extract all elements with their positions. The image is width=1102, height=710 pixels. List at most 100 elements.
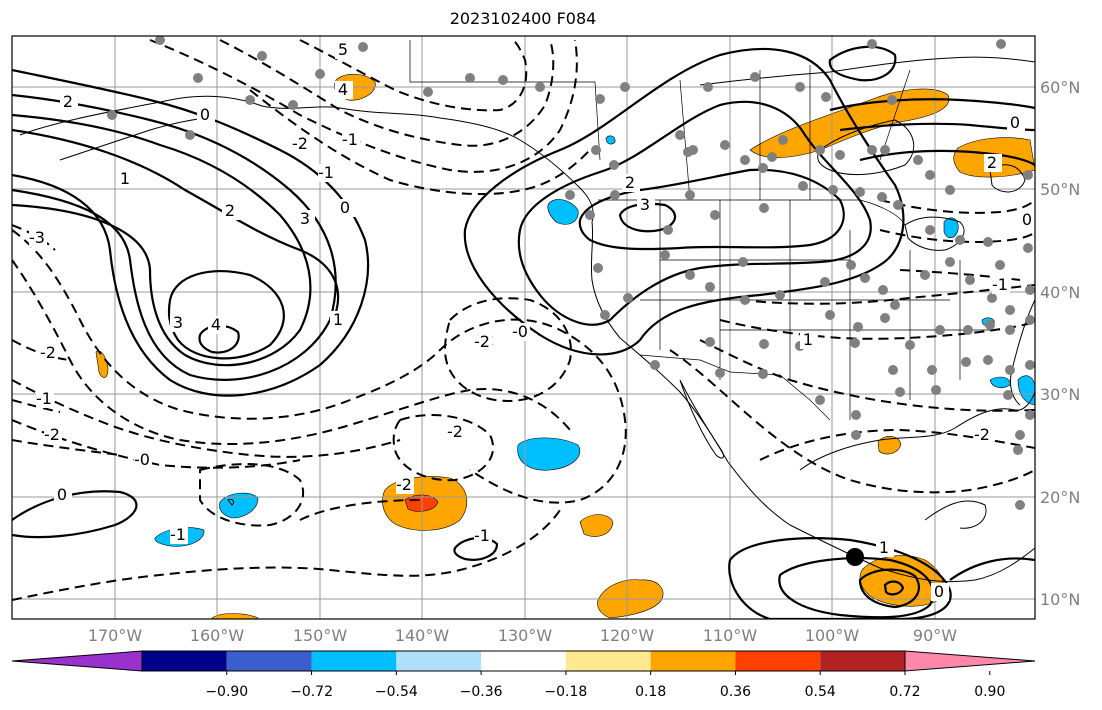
contour-label-bg bbox=[474, 527, 492, 545]
station-dot bbox=[715, 368, 725, 378]
contour-label: 0 bbox=[1022, 210, 1032, 229]
station-dot bbox=[853, 322, 863, 332]
contour-label-bg bbox=[474, 333, 492, 351]
lon-label: 110°W bbox=[703, 626, 758, 645]
contour-na-ridge-2 bbox=[517, 100, 872, 326]
lon-label: 100°W bbox=[805, 626, 860, 645]
contour-label: -2 bbox=[474, 332, 490, 351]
baja bbox=[679, 379, 724, 459]
lat-label: 50°N bbox=[1040, 180, 1080, 199]
contour-west-ridge-3 bbox=[12, 113, 312, 367]
contour-label-bg bbox=[974, 426, 992, 444]
station-dot bbox=[193, 73, 203, 83]
contour-na-ridge-outer bbox=[463, 47, 905, 356]
blue-shade-east-3 bbox=[943, 217, 959, 239]
station-dot bbox=[358, 42, 368, 52]
station-dot bbox=[767, 152, 777, 162]
lat-label: 10°N bbox=[1040, 590, 1080, 609]
contour-label: -1 bbox=[36, 389, 52, 408]
station-dot bbox=[775, 290, 785, 300]
contour-label-bg bbox=[992, 276, 1010, 294]
contour-na-east bbox=[829, 98, 1035, 112]
station-dot bbox=[703, 82, 713, 92]
contour-label: 0 bbox=[934, 582, 944, 601]
station-dot bbox=[1025, 360, 1035, 370]
colorbar-extend-high bbox=[904, 650, 1036, 672]
contour-label-bg bbox=[170, 314, 188, 332]
colorbar-extend-low bbox=[11, 650, 143, 672]
contour-label: 1 bbox=[333, 310, 343, 329]
station-dot bbox=[600, 310, 610, 320]
contour-na-ridge-inner bbox=[618, 202, 676, 233]
us-mexico-border bbox=[639, 354, 831, 421]
colorbar-tick-label: −0.54 bbox=[375, 684, 418, 700]
station-dot bbox=[828, 185, 838, 195]
colorbar-outline bbox=[141, 650, 906, 672]
contour-label-bg bbox=[222, 202, 240, 220]
contour-label: -1 bbox=[342, 130, 358, 149]
contour-label-bg bbox=[54, 486, 72, 504]
station-dot bbox=[983, 237, 993, 247]
contour-label-bg bbox=[447, 423, 465, 441]
dash-pacific-6 bbox=[392, 414, 495, 482]
colorbar: −0.90 −0.72 −0.54 −0.36 −0.18 0.18 0.36 0.54 0.7… bbox=[11, 650, 1036, 700]
gulf-coast bbox=[799, 391, 1035, 471]
station-dot bbox=[795, 82, 805, 92]
lon-label: 160°W bbox=[190, 626, 245, 645]
contour-label: -2 bbox=[447, 422, 463, 441]
station-dot bbox=[855, 187, 865, 197]
station-dot bbox=[663, 225, 673, 235]
station-dot bbox=[593, 263, 603, 273]
contour-mexico-high-4 bbox=[949, 557, 1035, 581]
newfoundland bbox=[989, 164, 1026, 193]
station-dot bbox=[688, 145, 698, 155]
dash-west-1 bbox=[12, 339, 71, 361]
station-dot bbox=[825, 310, 835, 320]
contour-west-ridge-outer bbox=[12, 68, 370, 397]
contour-label-bg bbox=[292, 135, 310, 153]
station-dot bbox=[927, 365, 937, 375]
lat-label: 30°N bbox=[1040, 385, 1080, 404]
dash-pacific-1 bbox=[12, 229, 627, 504]
dash-mexico-4 bbox=[739, 284, 1035, 305]
contour-label: -0 bbox=[512, 322, 528, 341]
dash-mexico-2 bbox=[699, 339, 1035, 412]
station-dot bbox=[815, 145, 825, 155]
contour-label: 2 bbox=[625, 173, 635, 192]
station-dot bbox=[565, 190, 575, 200]
dash-alaska-4 bbox=[249, 89, 591, 196]
station-dot bbox=[905, 340, 915, 350]
contour-label-bg bbox=[170, 526, 188, 544]
orange-shade-west bbox=[95, 350, 109, 378]
storm-center-marker bbox=[846, 548, 864, 566]
station-dot bbox=[705, 337, 715, 347]
contour-label-bg bbox=[984, 154, 1002, 172]
contour-label-bg bbox=[1007, 114, 1025, 132]
station-dot bbox=[935, 325, 945, 335]
station-dot bbox=[778, 135, 788, 145]
contour-label-bg bbox=[335, 41, 353, 59]
contour-label: 1 bbox=[803, 330, 813, 349]
station-dot bbox=[913, 155, 923, 165]
station-dot bbox=[1025, 315, 1035, 325]
contour-mexico-high-3 bbox=[858, 568, 920, 609]
station-dot bbox=[107, 110, 117, 120]
station-dot bbox=[945, 185, 955, 195]
station-dot bbox=[955, 235, 965, 245]
contour-label: 3 bbox=[300, 209, 310, 228]
contour-label-bg bbox=[36, 390, 54, 408]
station-dot bbox=[996, 39, 1006, 49]
contour-west-ridge-2 bbox=[12, 93, 337, 381]
contour-label: -1 bbox=[992, 275, 1008, 294]
contour-labels: 2043210-2-1-2-3-2-1-00-1-2-2-2-0-2-13232… bbox=[29, 40, 1037, 601]
station-dot bbox=[498, 75, 508, 85]
contours-dashed bbox=[12, 39, 1035, 601]
station-dot bbox=[798, 181, 808, 191]
contour-label: 5 bbox=[338, 40, 348, 59]
station-dot bbox=[595, 94, 605, 104]
orange-shade-small-1 bbox=[579, 514, 614, 537]
station-dot bbox=[288, 100, 298, 110]
contour-label: 1 bbox=[120, 169, 130, 188]
colorbar-tick-label: −0.72 bbox=[290, 684, 333, 700]
lon-label: 130°W bbox=[498, 626, 553, 645]
